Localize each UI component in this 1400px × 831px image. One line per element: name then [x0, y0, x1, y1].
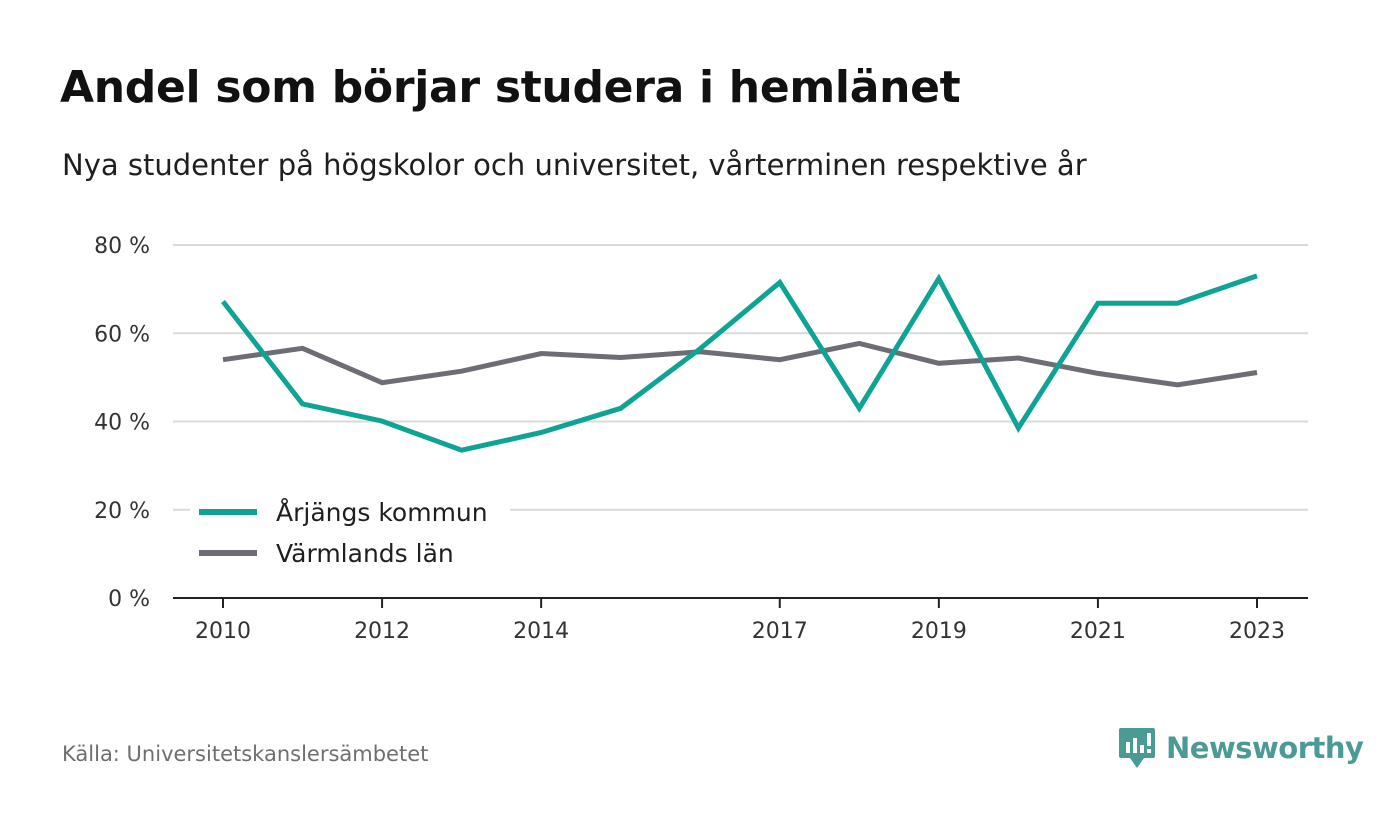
x-axis-tick-labels: 2010 2012 2014 2017 2019 2021 2023: [195, 598, 1285, 644]
x-tick-label: 2010: [195, 619, 251, 644]
x-tick-label: 2017: [752, 619, 808, 644]
y-tick-label: 40 %: [94, 411, 150, 436]
line-chart: 0 % 20 % 40 % 60 % 80 % 2010 2012 2014 2017 2019…: [94, 234, 1308, 644]
legend: Årjängs kommun Värmlands län: [190, 490, 510, 578]
series-lines: [221, 273, 1258, 453]
newsworthy-logo-icon: [1119, 728, 1155, 768]
legend-label: Årjängs kommun: [276, 498, 488, 527]
x-tick-label: 2023: [1229, 619, 1285, 644]
legend-background: [190, 490, 510, 578]
y-tick-label: 20 %: [94, 499, 150, 524]
brand-name: Newsworthy: [1166, 731, 1364, 765]
x-tick-label: 2014: [513, 619, 569, 644]
legend-label: Värmlands län: [276, 539, 454, 568]
x-tick-label: 2019: [911, 619, 967, 644]
series-line: [221, 273, 1258, 453]
brand-logo: Newsworthy: [1118, 726, 1364, 770]
chart-title: Andel som börjar studera i hemlänet: [60, 62, 961, 113]
source-note: Källa: Universitetskanslersämbetet: [62, 742, 429, 766]
y-tick-label: 0 %: [108, 587, 150, 612]
y-tick-label: 80 %: [94, 234, 150, 259]
y-tick-label: 60 %: [94, 322, 150, 347]
y-axis-tick-labels: 0 % 20 % 40 % 60 % 80 %: [94, 234, 150, 612]
x-tick-label: 2021: [1070, 619, 1126, 644]
series-line: [222, 340, 1258, 388]
chart-subtitle: Nya studenter på högskolor och universit…: [62, 148, 1087, 182]
x-tick-label: 2012: [354, 619, 410, 644]
